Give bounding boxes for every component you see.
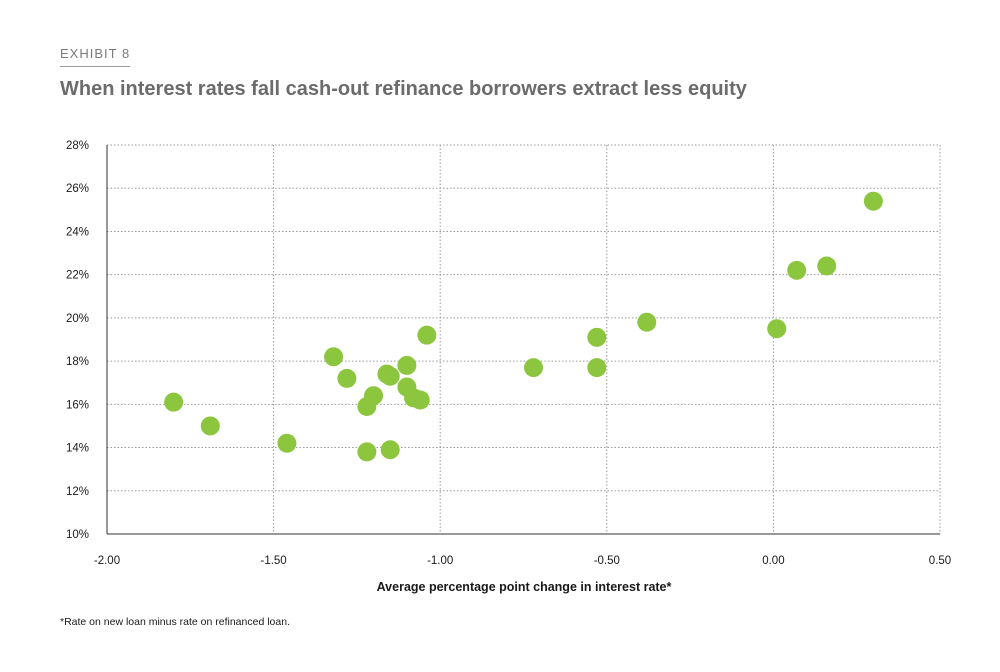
y-tick-label: 22%: [66, 270, 89, 282]
x-axis-label: Average percentage point change in inter…: [376, 580, 672, 594]
data-point: [523, 358, 543, 378]
x-tick-label: -2.00: [94, 555, 120, 567]
data-point: [787, 260, 807, 280]
data-point: [277, 433, 297, 453]
data-point: [587, 327, 607, 347]
data-point: [767, 319, 787, 339]
y-tick-label: 20%: [66, 313, 89, 325]
data-point: [417, 325, 437, 345]
y-tick-label: 12%: [66, 486, 89, 498]
x-tick-label: -1.00: [427, 555, 453, 567]
x-tick-label: -0.50: [594, 555, 620, 567]
x-tick-label: 0.50: [929, 555, 951, 567]
tick-labels: 10% 12% 14% 16% 18% 20% 22% 24% 26% 28% -2.00 -1.50…: [66, 140, 951, 567]
footnote: *Rate on new loan minus rate on refinanc…: [60, 616, 290, 628]
y-tick-label: 16%: [66, 399, 89, 411]
data-point: [397, 355, 417, 375]
y-tick-label: 26%: [66, 183, 89, 195]
x-tick-label: 0.00: [762, 555, 784, 567]
data-point: [324, 347, 344, 367]
data-point: [863, 191, 883, 211]
y-tick-label: 24%: [66, 226, 89, 238]
data-point: [164, 392, 184, 412]
data-point: [380, 440, 400, 460]
data-point: [364, 386, 384, 406]
y-tick-label: 18%: [66, 356, 89, 368]
y-tick-label: 14%: [66, 443, 89, 455]
chart-title: When interest rates fall cash-out refina…: [60, 78, 747, 100]
data-point: [337, 368, 357, 388]
axes: [106, 145, 940, 535]
data-point: [587, 358, 607, 378]
data-point: [637, 312, 657, 332]
data-point: [357, 442, 377, 462]
exhibit-label: EXHIBIT 8: [60, 46, 131, 67]
x-tick-label: -1.50: [260, 555, 286, 567]
y-tick-label: 28%: [66, 140, 89, 152]
grid-lines: [107, 144, 941, 534]
data-point: [380, 366, 400, 386]
data-point: [410, 390, 430, 410]
data-points: [164, 191, 883, 462]
y-tick-label: 10%: [66, 529, 89, 541]
data-point: [200, 416, 220, 436]
data-point: [817, 256, 837, 276]
